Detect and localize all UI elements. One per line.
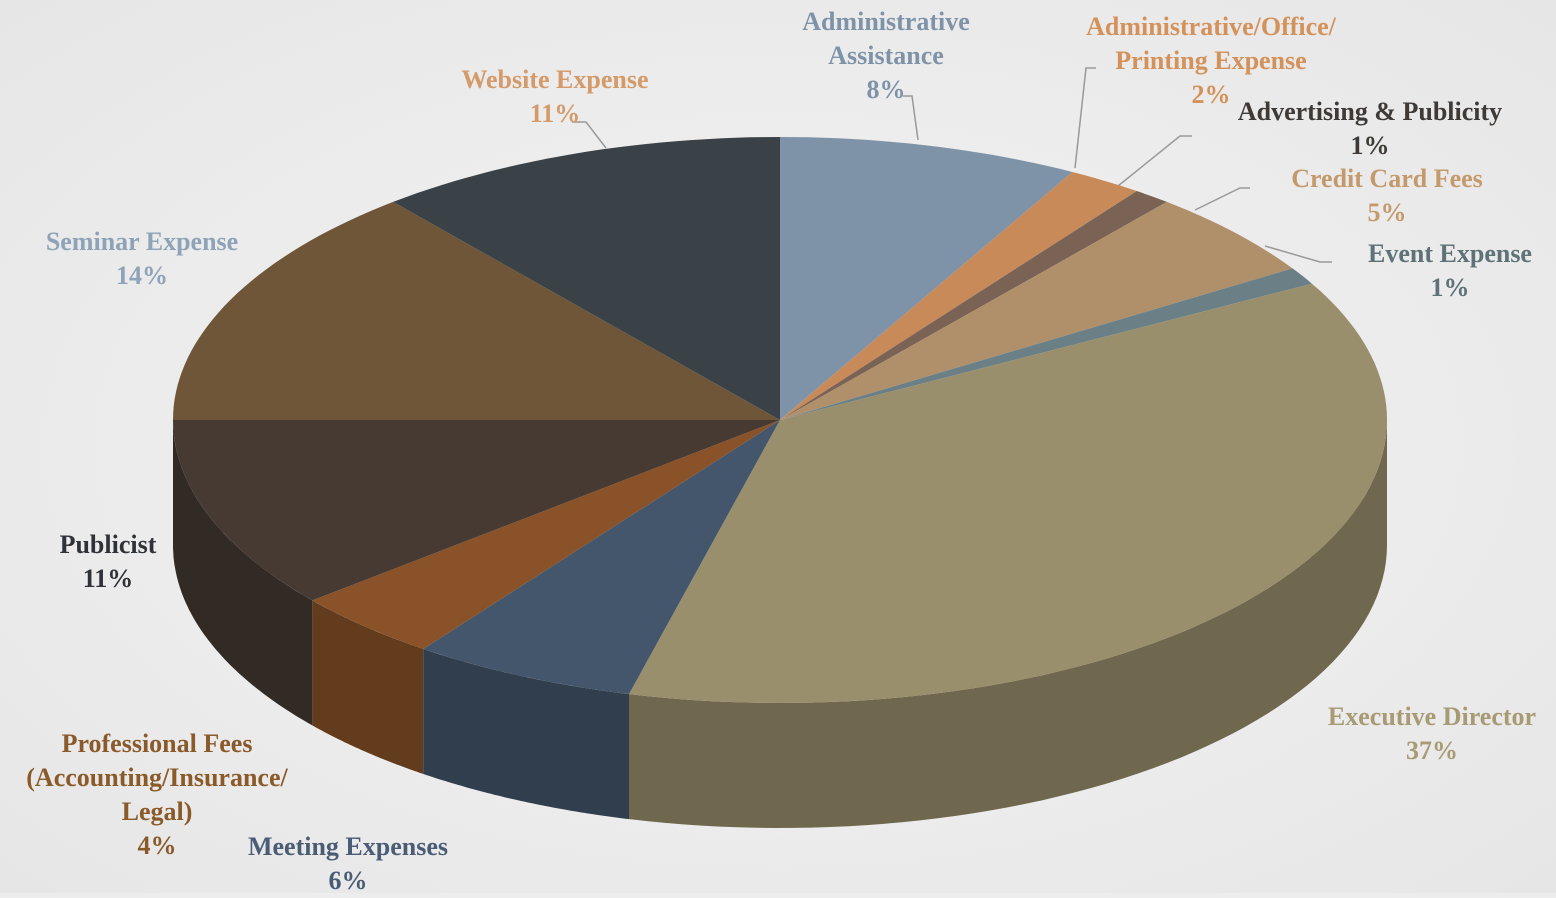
slice: [780, 201, 1293, 420]
slice: [780, 172, 1137, 420]
leader-line: [1194, 187, 1250, 211]
slice-side: [173, 420, 313, 726]
slice: [393, 137, 780, 420]
data-label: Professional Fees (Accounting/Insurance/…: [2, 727, 312, 863]
slice-side: [312, 600, 424, 774]
slice: [423, 420, 780, 695]
category-label: Meeting Expenses: [247, 832, 449, 861]
data-label: Meeting Expenses 6%: [218, 830, 478, 898]
category-label: Administrative Assistance: [802, 7, 970, 70]
slice: [780, 268, 1312, 420]
value-label: 2%: [1191, 80, 1231, 109]
category-label: Credit Card Fees: [1291, 164, 1483, 193]
leader-lines: [572, 67, 1332, 263]
data-label: Publicist 11%: [38, 528, 178, 596]
category-label: Seminar Expense: [45, 227, 239, 256]
category-label: Administrative/Office/ Printing Expense: [1086, 12, 1336, 75]
value-label: 11%: [82, 564, 134, 593]
value-label: 1%: [1350, 131, 1390, 160]
data-label: Executive Director 37%: [1302, 700, 1556, 768]
category-label: Professional Fees (Accounting/Insurance/…: [26, 729, 288, 826]
value-label: 11%: [529, 99, 581, 128]
leader-line: [1264, 245, 1332, 263]
leader-line: [572, 121, 607, 149]
data-label: Seminar Expense 14%: [12, 225, 272, 293]
slice: [173, 420, 780, 601]
data-label: Credit Card Fees 5%: [1257, 162, 1517, 230]
leader-line: [1074, 67, 1096, 169]
value-label: 5%: [1367, 198, 1407, 227]
slice-side: [629, 420, 1387, 828]
value-label: 37%: [1406, 736, 1458, 765]
category-label: Event Expense: [1368, 239, 1532, 268]
data-label: Event Expense 1%: [1340, 237, 1556, 305]
data-label: Advertising & Publicity 1%: [1210, 95, 1530, 163]
value-label: 14%: [116, 261, 168, 290]
value-label: 6%: [328, 866, 368, 895]
slice: [780, 191, 1167, 420]
data-label: Administrative/Office/ Printing Expense 2…: [1061, 10, 1361, 112]
category-label: Executive Director: [1327, 702, 1537, 731]
slice-side: [423, 649, 629, 820]
data-label: Website Expense 11%: [425, 63, 685, 131]
value-label: 1%: [1430, 273, 1470, 302]
category-label: Website Expense: [461, 65, 649, 94]
slice: [312, 420, 780, 649]
category-label: Publicist: [59, 530, 157, 559]
pie-top: [173, 137, 1387, 703]
value-label: 8%: [866, 75, 906, 104]
value-label: 4%: [137, 831, 177, 860]
pie-sides: [173, 420, 1387, 828]
slice: [629, 283, 1387, 703]
slice: [173, 201, 780, 420]
leader-line: [1117, 135, 1192, 187]
leader-line: [903, 95, 919, 141]
category-label: Advertising & Publicity: [1237, 97, 1503, 126]
slice: [780, 137, 1073, 420]
data-label: Administrative Assistance 8%: [776, 5, 996, 107]
